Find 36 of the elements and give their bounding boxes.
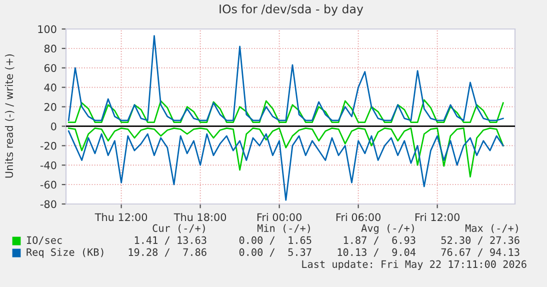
line-series xyxy=(68,130,504,201)
x-tick-label: Thu 12:00 xyxy=(94,213,148,222)
y-tick-label: 80 xyxy=(44,44,56,53)
text: 10.13 / 9.04 xyxy=(338,248,416,257)
y-tick-label: -80 xyxy=(40,200,56,208)
text: 52.30 / 27.36 xyxy=(441,236,520,245)
y-tick-label: 0 xyxy=(51,122,56,130)
x-tick-label: Thu 18:00 xyxy=(174,213,226,222)
y-axis-title: Units read (-) / write (+) xyxy=(4,54,14,178)
y-tick-label: 100 xyxy=(38,25,56,34)
legend-label: IO/sec xyxy=(26,236,62,245)
y-tick-label: -40 xyxy=(40,161,56,170)
y-tick-label: -60 xyxy=(40,180,56,189)
line-series xyxy=(68,99,504,124)
x-tick-label: Fri 12:00 xyxy=(415,213,460,222)
y-tick-label: -20 xyxy=(40,142,56,150)
text: Cur (-/+) xyxy=(152,224,205,234)
text: Avg (-/+) xyxy=(361,224,414,234)
text: 76.67 / 94.13 xyxy=(441,248,520,257)
text: Min (-/+) xyxy=(257,224,310,234)
line-series xyxy=(68,127,504,178)
y-tick-label: 60 xyxy=(44,64,56,72)
text: 0.00 / 5.37 xyxy=(239,248,312,257)
y-tick-label: 40 xyxy=(44,84,56,92)
text: 1.87 / 6.93 xyxy=(344,236,416,245)
chart-title: IOs for /dev/sda - by day xyxy=(220,4,364,16)
text: 1.41 / 13.63 xyxy=(134,236,206,245)
legend-label: Req Size (KB) xyxy=(26,248,104,258)
line-series xyxy=(68,35,504,122)
text: Last update: Fri May 22 17:11:00 2026 xyxy=(302,260,526,270)
x-tick-label: Fri 00:00 xyxy=(257,213,302,222)
text: 19.28 / 7.86 xyxy=(128,248,206,257)
text: Max (-/+) xyxy=(465,224,518,234)
text: 0.00 / 1.65 xyxy=(239,236,312,245)
x-tick-label: Fri 06:00 xyxy=(336,213,380,222)
y-tick-label: 20 xyxy=(44,103,56,111)
